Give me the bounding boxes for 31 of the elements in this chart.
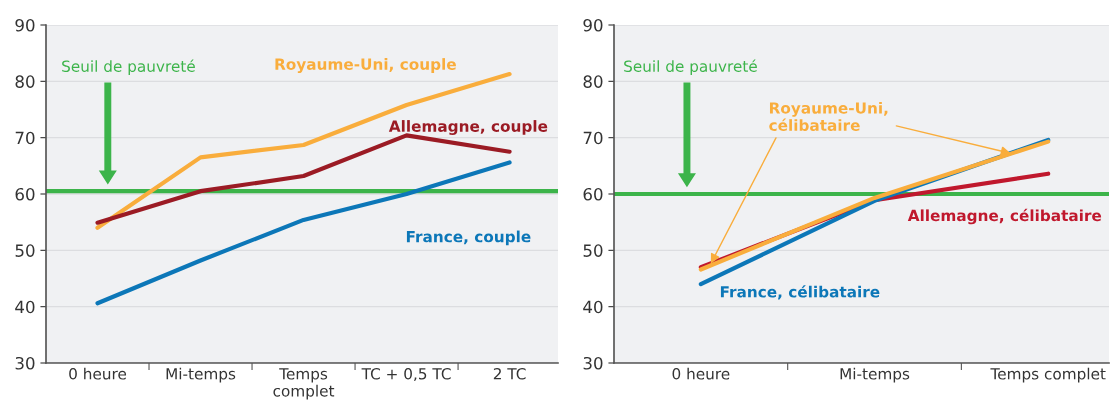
x-tick-label: 2 TC xyxy=(493,367,526,380)
y-tick-label: 30 xyxy=(15,356,35,370)
text: Royaume-Uni, célibataire xyxy=(769,101,888,131)
ref-line-label: Seuil de pauvreté xyxy=(624,59,757,75)
series-label: France, célibataire xyxy=(720,285,880,300)
y-tick-label: 70 xyxy=(15,131,35,145)
y-tick-label: 60 xyxy=(583,187,603,201)
y-tick-label: 80 xyxy=(583,75,603,88)
text: France, couple xyxy=(406,230,531,246)
ref-line-label: Seuil de pauvreté xyxy=(62,59,195,75)
y-tick-label: 60 xyxy=(15,187,35,201)
y-tick-label: 40 xyxy=(583,300,603,314)
x-tick-label: Temps complet xyxy=(990,367,1106,383)
x-tick-label: 0 heure xyxy=(69,367,127,380)
x-tick-label: TC + 0,5 TC xyxy=(361,367,451,382)
series-label: Royaume-Uni, couple xyxy=(275,58,456,74)
series-label: Allemagne, couple xyxy=(388,120,548,135)
y-tick-label: 40 xyxy=(15,300,35,314)
x-tick-label: Mi-temps xyxy=(840,367,910,383)
series-label: Allemagne, célibataire xyxy=(907,208,1102,225)
y-tick-label: 50 xyxy=(15,244,35,257)
x-tick-label: 0 heure xyxy=(672,367,730,380)
y-tick-label: 90 xyxy=(583,18,603,32)
y-tick-label: 30 xyxy=(583,356,603,370)
y-tick-label: 70 xyxy=(583,131,603,145)
line-series xyxy=(95,133,512,225)
y-tick-label: 50 xyxy=(583,244,603,257)
x-tick-label: Temps complet xyxy=(273,368,335,400)
y-tick-label: 90 xyxy=(15,18,35,32)
x-tick-label: Mi-temps xyxy=(166,367,236,383)
y-tick-label: 80 xyxy=(15,75,35,88)
